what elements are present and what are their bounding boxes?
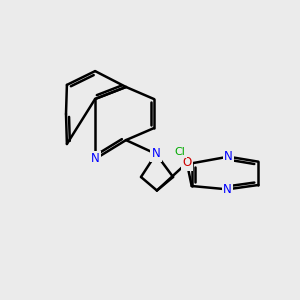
Text: N: N [91,152,100,166]
Text: Cl: Cl [175,147,185,157]
Text: O: O [182,156,191,170]
Text: N: N [152,147,160,161]
Text: N: N [223,183,232,196]
Text: N: N [224,150,233,163]
